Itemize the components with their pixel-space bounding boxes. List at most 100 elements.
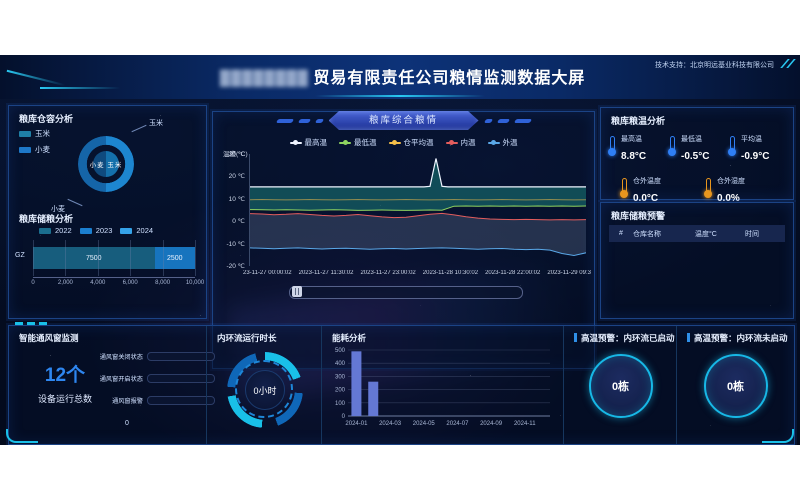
badge-dash-decoration	[513, 118, 532, 123]
legend-label: 小麦	[35, 145, 50, 154]
warning-panel-title: 粮库储粮预警	[611, 211, 666, 221]
vent-row-open: 通风窗开启状态	[87, 374, 215, 383]
temp-stat-min: 最低温 -0.5°C	[667, 128, 727, 164]
vent-progress-track	[147, 374, 215, 383]
temp-stat-avg: 平均温 -0.9°C	[727, 128, 787, 164]
legend-marker	[39, 227, 51, 234]
svg-text:400: 400	[335, 361, 346, 367]
axis-tick-label: 2,000	[57, 280, 73, 286]
tech-support-label: 技术支持：北京明远基业科技有限公司	[655, 62, 774, 69]
storage-bar-chart[interactable]: 7500 2500	[33, 240, 196, 276]
header-left-decoration	[40, 87, 120, 89]
legend-marker	[487, 140, 500, 145]
legend-item[interactable]: 内温	[445, 137, 476, 148]
thermometer-icon	[619, 178, 630, 198]
legend-marker	[289, 140, 302, 145]
donut-center-label: 小麦 玉米	[89, 162, 123, 169]
vent-axis-zero: 0	[125, 420, 129, 427]
legend-item[interactable]: 最低温	[339, 137, 377, 148]
svg-text:2024-01: 2024-01	[345, 421, 368, 427]
grain-chart-y-axis-label: 温度(°C)	[223, 151, 248, 158]
y-tick-label: 30 ℃	[228, 151, 245, 158]
badge-dash-decoration	[496, 118, 510, 123]
panel-bottom-strip: 智能通风窗监测 12个 设备运行总数 通风窗关闭状态 通风窗开启状态 通风窗报警…	[8, 322, 795, 445]
legend-item[interactable]: 最高温	[289, 137, 327, 148]
grain-temperature-line-chart	[249, 158, 587, 257]
grid-line	[195, 240, 196, 276]
vent-title: 智能通风窗监测	[19, 333, 79, 343]
badge-dash-decoration	[275, 118, 294, 123]
svg-text:0: 0	[342, 414, 346, 420]
svg-text:2024-09: 2024-09	[480, 421, 503, 427]
legend-label: 仓平均温	[403, 138, 434, 147]
storage-legend: 2022 2023 2024	[39, 226, 161, 235]
badge-dash-decoration	[297, 118, 311, 123]
legend-marker	[79, 227, 92, 234]
y-tick-label: -10 ℃	[226, 240, 245, 248]
grain-chart-title-badge: 粮库综合粮情	[328, 111, 479, 130]
vent-row-closed: 通风窗关闭状态	[87, 352, 215, 361]
bottom-right-corner-decoration	[762, 429, 794, 443]
axis-tick-label: 10,000	[185, 280, 205, 286]
section-circulation: 内环流运行时长 0小时	[206, 326, 322, 444]
legend-item[interactable]: 外温	[487, 137, 518, 148]
capacity-title: 粮库仓容分析	[19, 114, 74, 124]
legend-marker	[339, 140, 351, 145]
alert-started-count: 0栋	[588, 354, 653, 418]
legend-label: 2022	[55, 226, 72, 235]
axis-tick-label: 0	[31, 280, 35, 286]
legend-marker	[120, 227, 133, 234]
thermometer-icon	[607, 136, 618, 156]
y-tick-label: 10 ℃	[228, 195, 245, 203]
alert-started-title: 高温预警：内环流已启动	[574, 332, 675, 344]
legend-item: 玉米	[19, 128, 50, 139]
thermometer-icon	[727, 136, 738, 156]
thermometer-icon	[703, 178, 714, 198]
svg-text:300: 300	[335, 374, 346, 380]
grain-chart-x-ticks: 23-11-27 00:00:02 2023-11-27 11:30:02 2023…	[243, 270, 591, 276]
data-zoom-handle[interactable]	[292, 286, 302, 297]
dashboard: ████████ 贸易有限责任公司粮情监测数据大屏 技术支持：北京明远基业科技有限…	[0, 55, 800, 445]
grid-line	[33, 240, 34, 276]
x-tick-label: 2023-11-27 23:00:02	[360, 270, 416, 276]
grain-chart-header: 粮库综合粮情	[213, 111, 594, 130]
axis-tick-label: 4,000	[90, 280, 106, 286]
legend-label: 2024	[136, 226, 154, 235]
col-time: 时间	[745, 230, 759, 238]
section-ventilation: 智能通风窗监测 12个 设备运行总数 通风窗关闭状态 通风窗开启状态 通风窗报警…	[9, 326, 215, 444]
col-index: #	[619, 230, 623, 237]
legend-label: 2023	[95, 226, 113, 235]
storage-title: 粮库储粮分析	[19, 214, 74, 224]
grid-line	[130, 240, 132, 276]
vent-row-alarm: 通风窗报警	[87, 396, 215, 405]
page-title: ████████ 贸易有限责任公司粮情监测数据大屏	[0, 64, 800, 88]
grid-line	[65, 240, 67, 276]
legend-item: 2023	[79, 226, 113, 235]
leader-line	[131, 124, 147, 133]
legend-label: 最低温	[354, 138, 377, 147]
redacted-company-name: ████████	[219, 70, 309, 86]
title-accent-bar	[574, 333, 577, 342]
grain-chart-plot-area[interactable]	[249, 154, 587, 266]
section-energy: 能耗分析 500 400 300 200 100 0 2024-01 2024-03 2024-…	[321, 326, 564, 444]
storage-bar-segment: 2500	[154, 247, 195, 269]
legend-item: 2024	[120, 226, 153, 235]
x-tick-label: 2023-11-29 09:3	[547, 270, 591, 276]
x-tick-label: 2023-11-28 22:00:02	[485, 270, 541, 276]
legend-marker	[388, 140, 401, 145]
axis-tick-label: 6,000	[122, 280, 138, 286]
legend-marker	[19, 130, 31, 137]
col-temperature: 温度°C	[695, 230, 717, 238]
legend-item[interactable]: 仓平均温	[388, 137, 434, 148]
panel-grain-temperature: 粮库粮温分析 最高温 8.8°C 最低温 -0.5°C 平均温 -0.9°C 仓…	[600, 107, 794, 204]
donut-label-corn: 玉米	[149, 120, 163, 127]
temp-panel-title: 粮库粮温分析	[611, 116, 666, 126]
temp-stat-outdoor-temp: 仓外温度 0.0°C	[619, 170, 691, 206]
svg-text:2024-07: 2024-07	[446, 421, 469, 427]
grid-line	[97, 240, 99, 276]
storage-bar-segment: 7500	[33, 247, 155, 269]
y-tick-label: 20 ℃	[228, 173, 245, 181]
x-tick-label: 2023-11-28 10:30:02	[422, 270, 479, 276]
data-zoom-slider[interactable]	[289, 286, 523, 299]
